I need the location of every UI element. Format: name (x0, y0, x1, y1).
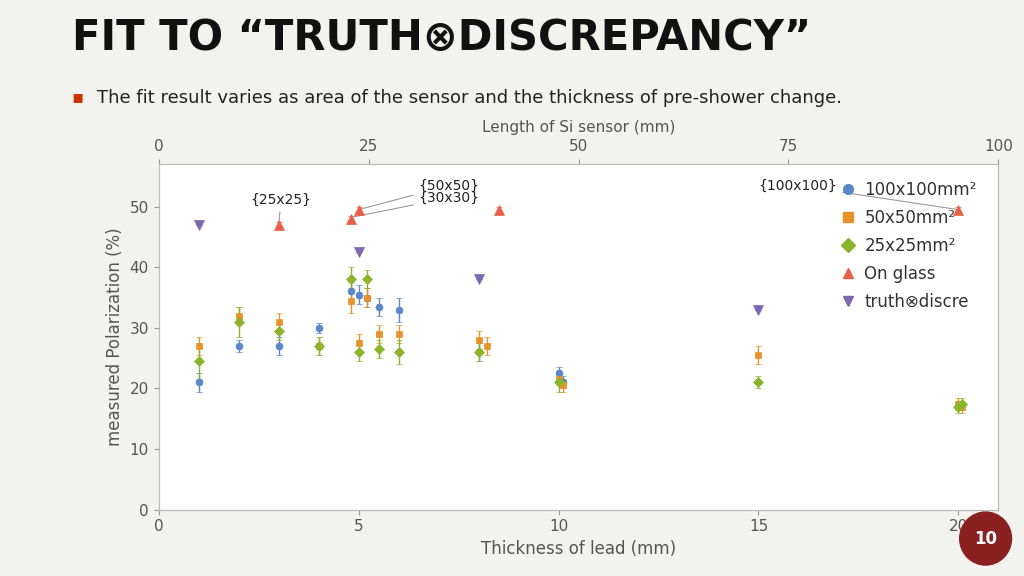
Text: ▪: ▪ (72, 89, 90, 107)
Text: {100x100}: {100x100} (759, 179, 955, 209)
Text: The fit result varies as area of the sensor and the thickness of pre-shower chan: The fit result varies as area of the sen… (97, 89, 843, 107)
Text: {30x30}: {30x30} (353, 191, 479, 217)
Text: 10: 10 (974, 529, 997, 548)
Text: FIT TO “TRUTH⊗DISCREPANCY”: FIT TO “TRUTH⊗DISCREPANCY” (72, 17, 811, 59)
X-axis label: Thickness of lead (mm): Thickness of lead (mm) (481, 540, 676, 558)
Y-axis label: measured Polarization (%): measured Polarization (%) (106, 228, 124, 446)
Circle shape (959, 512, 1012, 565)
Legend: 100x100mm², 50x50mm², 25x25mm², On glass, truth⊗discre: 100x100mm², 50x50mm², 25x25mm², On glass… (835, 176, 982, 316)
X-axis label: Length of Si sensor (mm): Length of Si sensor (mm) (482, 120, 675, 135)
Text: {50x50}: {50x50} (361, 179, 479, 209)
Text: {25x25}: {25x25} (251, 192, 311, 221)
